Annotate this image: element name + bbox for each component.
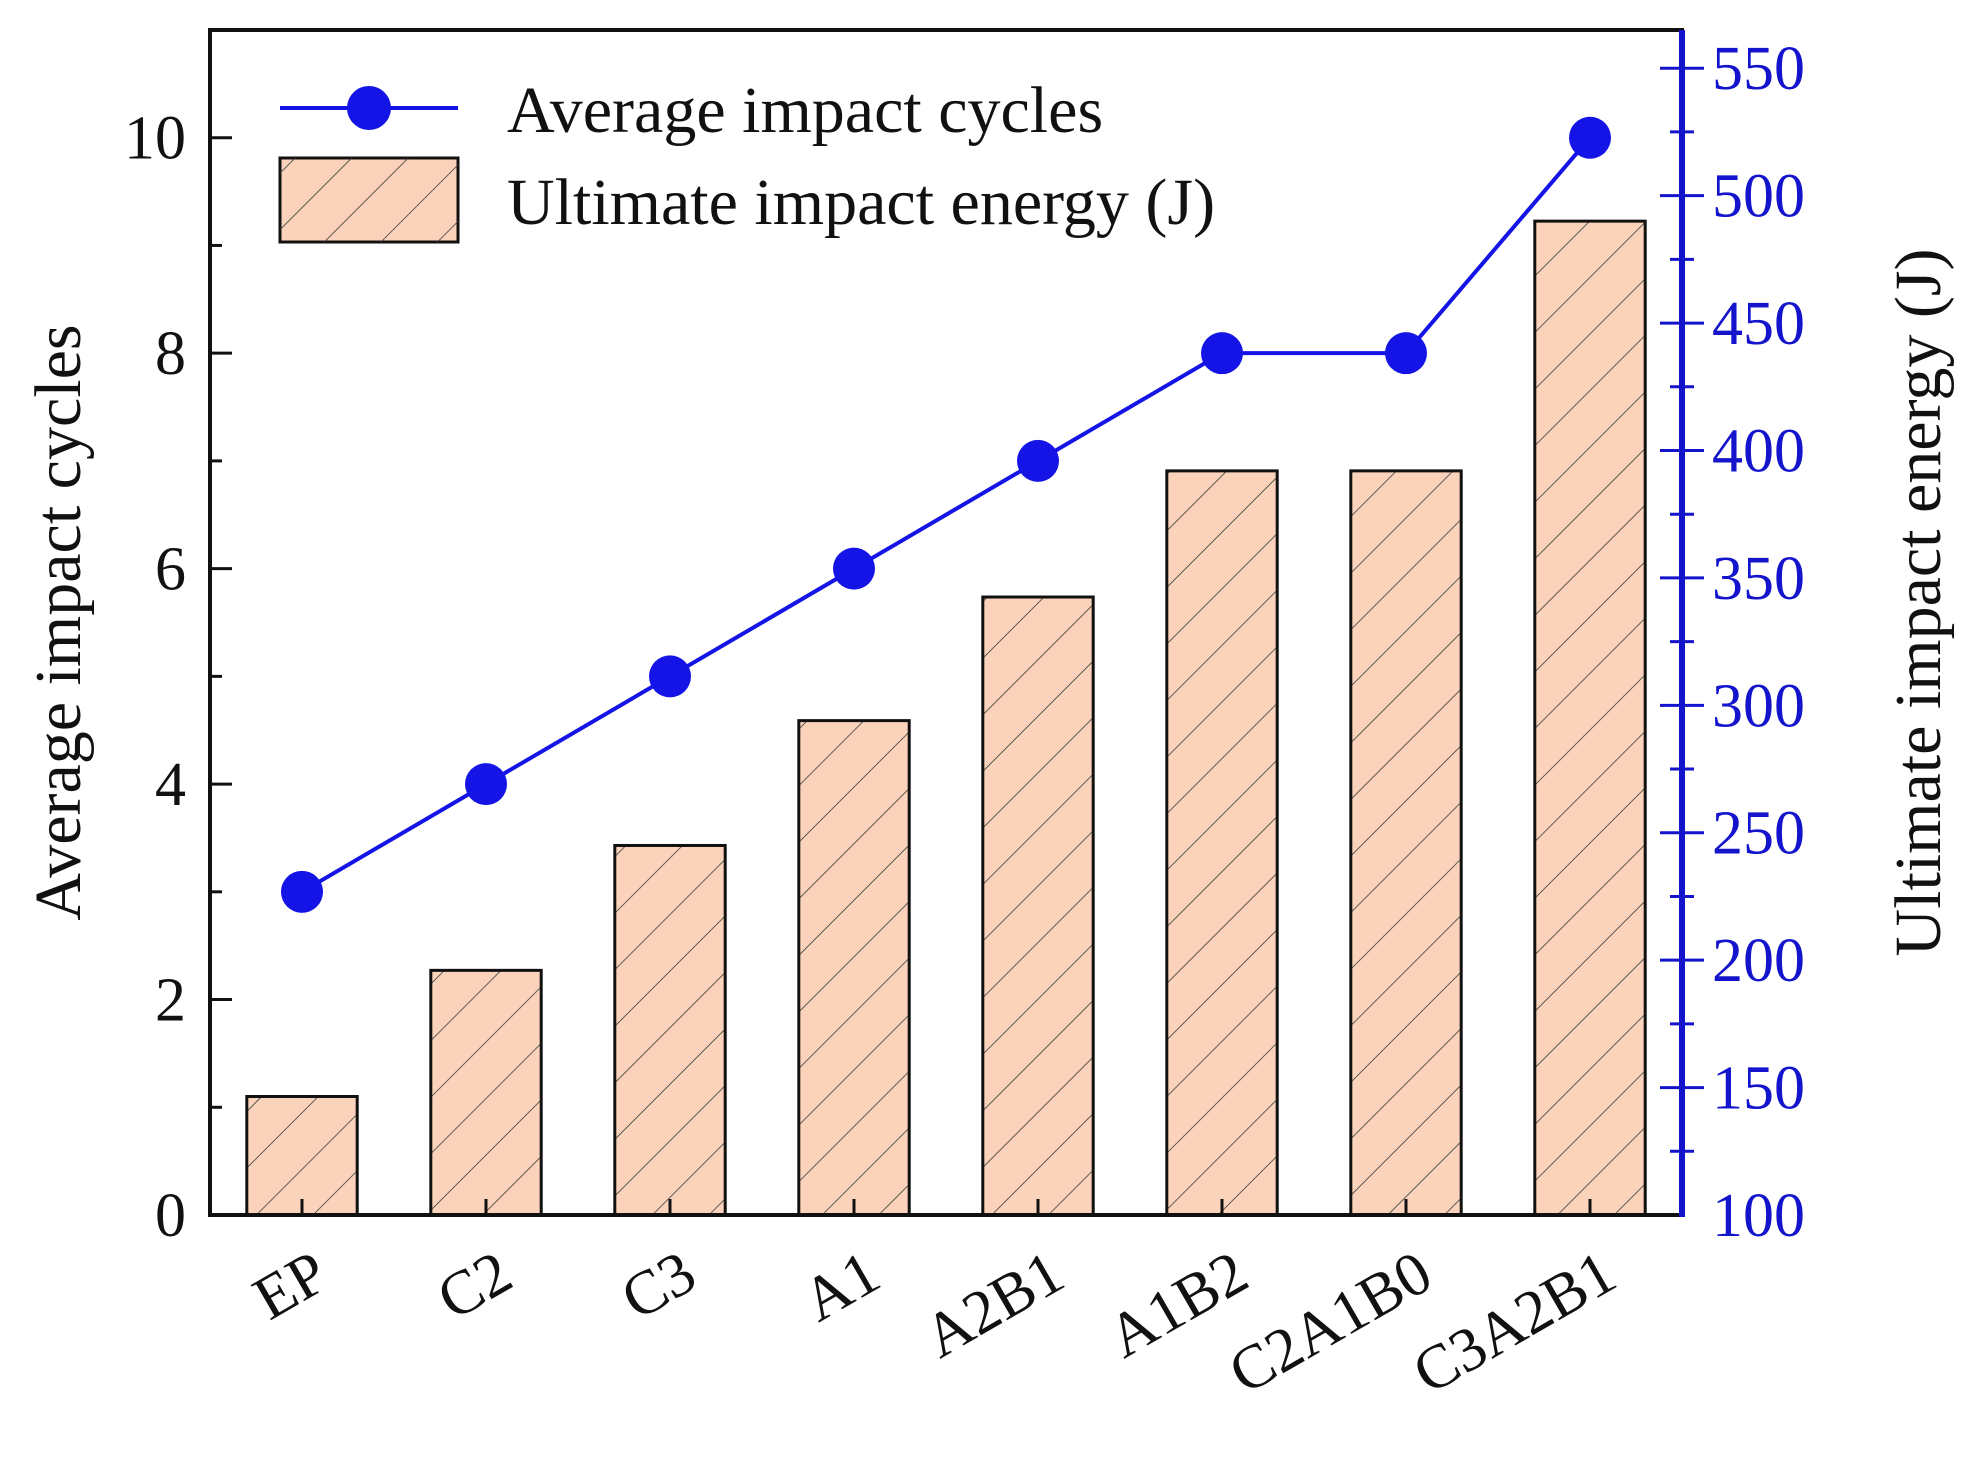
cycles-point-c2 <box>465 763 507 806</box>
right-tick-label: 100 <box>1712 1182 1805 1250</box>
right-tick-label: 200 <box>1712 927 1805 995</box>
right-tick-label: 500 <box>1712 163 1805 231</box>
right-tick-label: 350 <box>1712 545 1805 613</box>
right-axis-title: Ultimate impact energy (J) <box>1882 248 1955 956</box>
bar-outline-c2 <box>429 968 543 1217</box>
cycles-point-c3a2b1 <box>1569 116 1611 159</box>
cycles-point-c3 <box>649 655 691 698</box>
category-label: C3A2B1 <box>1402 1238 1627 1407</box>
legend-entry-energy: Ultimate impact energy (J) <box>507 166 1215 239</box>
category-label: C3 <box>610 1238 707 1333</box>
category-label: A1 <box>791 1238 891 1335</box>
bar-outline-ep <box>245 1095 359 1217</box>
cycles-point-a2b1 <box>1017 439 1059 482</box>
left-axis-title: Average impact cycles <box>22 324 95 920</box>
cycles-point-a1 <box>833 547 875 590</box>
left-tick-label: 10 <box>124 105 186 173</box>
bar-outline-c3 <box>613 843 727 1217</box>
cycles-point-c2a1b0 <box>1385 332 1427 375</box>
left-tick-label: 0 <box>155 1182 186 1250</box>
category-label: C2A1B0 <box>1218 1238 1443 1407</box>
legend: Average impact cycles Ultimate impact en… <box>278 74 1215 244</box>
right-tick-label: 300 <box>1712 672 1805 740</box>
bar-outline-a1b2 <box>1165 469 1279 1217</box>
cycles-point-a1b2 <box>1201 332 1243 375</box>
left-tick-label: 2 <box>155 967 186 1035</box>
left-tick-label: 6 <box>155 536 186 604</box>
bar-outline-c3a2b1 <box>1533 219 1647 1217</box>
right-tick-label: 150 <box>1712 1055 1805 1123</box>
legend-marker-sample <box>347 86 391 130</box>
left-tick-label: 4 <box>155 751 186 819</box>
line-series <box>281 116 1611 913</box>
bars <box>245 219 1647 1217</box>
cycles-point-ep <box>281 870 323 913</box>
legend-entry-cycles: Average impact cycles <box>507 74 1103 147</box>
bar-outline-a1 <box>797 719 911 1217</box>
category-label: C2 <box>426 1238 523 1333</box>
right-tick-label: 550 <box>1712 35 1805 103</box>
category-label: EP <box>242 1238 339 1333</box>
right-tick-label: 400 <box>1712 417 1805 485</box>
right-tick-label: 250 <box>1712 800 1805 868</box>
bar-outline-a2b1 <box>981 595 1095 1217</box>
right-axis: 100 150 200 250 300 350 400 450 500 550 <box>1660 30 1805 1250</box>
legend-bar-hatch <box>280 158 458 242</box>
left-axis: 0 2 4 6 8 10 <box>124 105 232 1250</box>
left-tick-label: 8 <box>155 320 186 388</box>
bar-outline-c2a1b0 <box>1349 469 1463 1217</box>
right-tick-label: 450 <box>1712 290 1805 358</box>
category-label: A2B1 <box>913 1238 1075 1371</box>
cycles-line <box>300 136 1592 894</box>
